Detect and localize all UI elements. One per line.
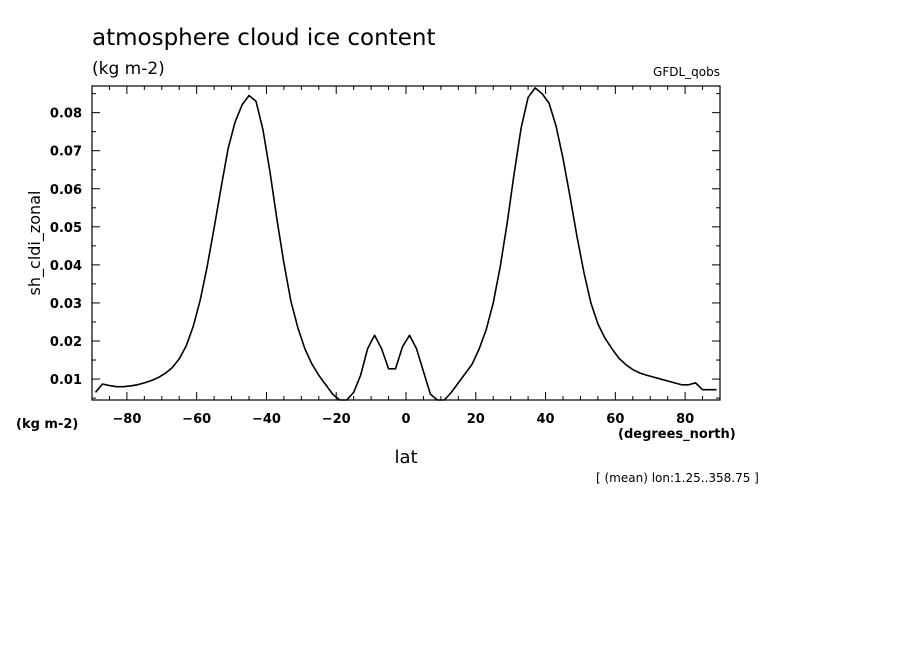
y-tick-label: 0.07 xyxy=(50,145,82,160)
x-tick-label: −60 xyxy=(182,412,211,427)
y-axis-label: sh_cldi_zonal xyxy=(25,191,45,296)
x-axis-label: lat xyxy=(394,447,417,468)
y-tick-labels: 0.01 0.02 0.03 0.04 0.05 0.06 0.07 0.08 xyxy=(50,107,82,388)
axis-ticks xyxy=(92,86,720,400)
chart-title: atmosphere cloud ice content xyxy=(92,25,435,51)
x-tick-label: 20 xyxy=(467,412,485,427)
y-tick-label: 0.05 xyxy=(50,221,82,236)
y-tick-label: 0.02 xyxy=(50,335,82,350)
plot-frame xyxy=(91,85,721,401)
series-line xyxy=(94,87,717,401)
model-label: GFDL_qobs xyxy=(653,65,720,79)
x-tick-label: 80 xyxy=(676,412,694,427)
x-tick-labels: −80 −60 −40 −20 0 20 40 60 80 xyxy=(112,412,694,427)
y-tick-label: 0.04 xyxy=(50,259,82,274)
x-tick-label: −40 xyxy=(252,412,281,427)
x-axis-units: (degrees_north) xyxy=(618,427,736,442)
chart-subtitle: (kg m-2) xyxy=(92,59,165,79)
x-tick-label: 40 xyxy=(537,412,555,427)
x-tick-label: 0 xyxy=(401,412,410,427)
x-tick-label: −20 xyxy=(322,412,351,427)
y-tick-label: 0.01 xyxy=(50,373,82,388)
y-axis-units: (kg m-2) xyxy=(16,417,78,432)
x-tick-label: 60 xyxy=(606,412,624,427)
y-tick-label: 0.03 xyxy=(50,297,82,312)
y-tick-label: 0.06 xyxy=(50,183,82,198)
y-tick-label: 0.08 xyxy=(50,107,82,122)
x-tick-label: −80 xyxy=(112,412,141,427)
footnote: [ (mean) lon:1.25..358.75 ] xyxy=(596,471,759,485)
